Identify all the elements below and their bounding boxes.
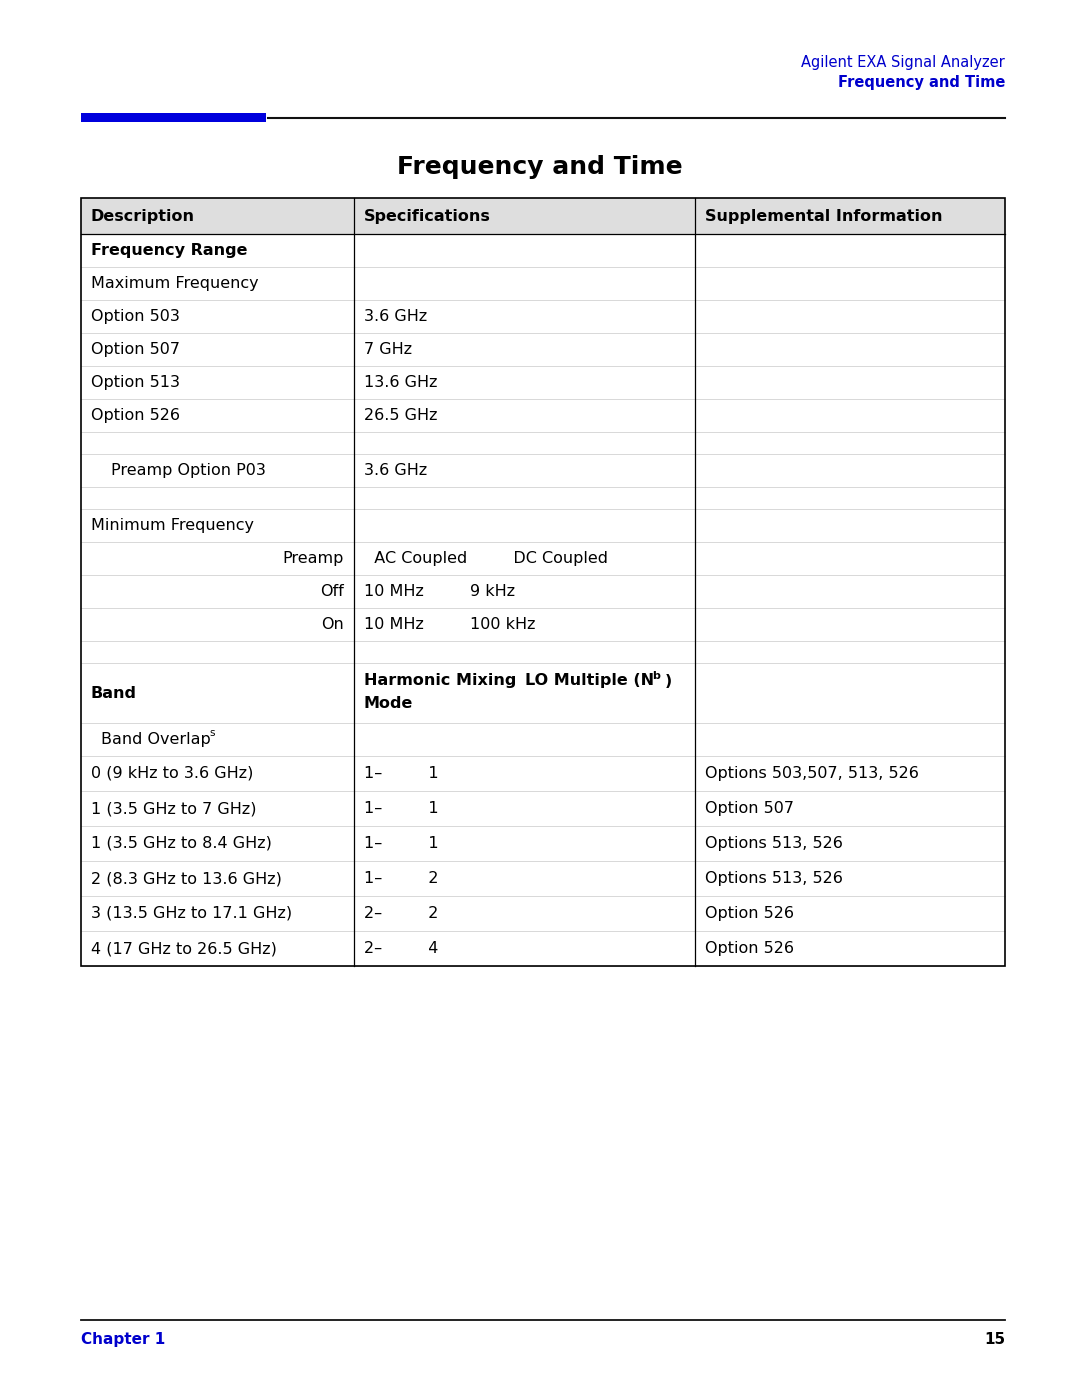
Text: Description: Description <box>91 208 195 224</box>
Text: On: On <box>321 617 343 631</box>
Text: Frequency and Time: Frequency and Time <box>838 75 1005 89</box>
Text: Preamp Option P03: Preamp Option P03 <box>111 462 266 478</box>
Text: Chapter 1: Chapter 1 <box>81 1331 165 1347</box>
Text: 1–         1: 1– 1 <box>364 800 438 816</box>
Text: Preamp: Preamp <box>282 550 343 566</box>
Text: LO Multiple (N: LO Multiple (N <box>525 673 653 689</box>
Text: 15: 15 <box>984 1331 1005 1347</box>
Bar <box>81 113 266 122</box>
Text: 13.6 GHz: 13.6 GHz <box>364 374 437 390</box>
Text: 7 GHz: 7 GHz <box>364 342 411 358</box>
Text: Option 503: Option 503 <box>91 309 180 324</box>
Text: 1–         1: 1– 1 <box>364 835 438 851</box>
Text: Option 513: Option 513 <box>91 374 180 390</box>
Text: 3.6 GHz: 3.6 GHz <box>364 462 427 478</box>
Text: s: s <box>210 728 215 738</box>
Bar <box>81 198 1005 965</box>
Text: 10 MHz         9 kHz: 10 MHz 9 kHz <box>364 584 515 599</box>
Text: Band: Band <box>91 686 137 700</box>
Text: Option 526: Option 526 <box>91 408 180 423</box>
Text: Frequency and Time: Frequency and Time <box>397 155 683 179</box>
Text: Minimum Frequency: Minimum Frequency <box>91 518 254 534</box>
Text: 1 (3.5 GHz to 8.4 GHz): 1 (3.5 GHz to 8.4 GHz) <box>91 835 272 851</box>
Text: 0 (9 kHz to 3.6 GHz): 0 (9 kHz to 3.6 GHz) <box>91 766 254 781</box>
Text: Options 503,507, 513, 526: Options 503,507, 513, 526 <box>705 766 919 781</box>
Text: Agilent EXA Signal Analyzer: Agilent EXA Signal Analyzer <box>801 54 1005 70</box>
Text: b: b <box>652 671 660 682</box>
Text: 1 (3.5 GHz to 7 GHz): 1 (3.5 GHz to 7 GHz) <box>91 800 257 816</box>
Text: 3.6 GHz: 3.6 GHz <box>364 309 427 324</box>
Text: 3 (13.5 GHz to 17.1 GHz): 3 (13.5 GHz to 17.1 GHz) <box>91 907 292 921</box>
Text: 1–         1: 1– 1 <box>364 766 438 781</box>
Text: 26.5 GHz: 26.5 GHz <box>364 408 437 423</box>
Text: Option 526: Option 526 <box>705 942 795 956</box>
Text: Specifications: Specifications <box>364 208 490 224</box>
Text: 1–         2: 1– 2 <box>364 870 438 886</box>
Bar <box>81 198 1005 235</box>
Text: 2 (8.3 GHz to 13.6 GHz): 2 (8.3 GHz to 13.6 GHz) <box>91 870 282 886</box>
Text: 10 MHz         100 kHz: 10 MHz 100 kHz <box>364 617 535 631</box>
Text: Supplemental Information: Supplemental Information <box>705 208 943 224</box>
Text: Options 513, 526: Options 513, 526 <box>705 870 843 886</box>
Text: 2–         4: 2– 4 <box>364 942 438 956</box>
Text: Band Overlap: Band Overlap <box>102 732 211 747</box>
Text: 2–         2: 2– 2 <box>364 907 438 921</box>
Text: Frequency Range: Frequency Range <box>91 243 247 258</box>
Text: Maximum Frequency: Maximum Frequency <box>91 277 258 291</box>
Text: AC Coupled         DC Coupled: AC Coupled DC Coupled <box>364 550 608 566</box>
Text: ): ) <box>664 673 672 689</box>
Text: Option 526: Option 526 <box>705 907 795 921</box>
Text: Mode: Mode <box>364 696 413 711</box>
Text: Option 507: Option 507 <box>91 342 180 358</box>
Text: Options 513, 526: Options 513, 526 <box>705 835 843 851</box>
Text: Harmonic Mixing: Harmonic Mixing <box>364 673 516 689</box>
Text: Option 507: Option 507 <box>705 800 795 816</box>
Text: Off: Off <box>320 584 343 599</box>
Text: 4 (17 GHz to 26.5 GHz): 4 (17 GHz to 26.5 GHz) <box>91 942 276 956</box>
